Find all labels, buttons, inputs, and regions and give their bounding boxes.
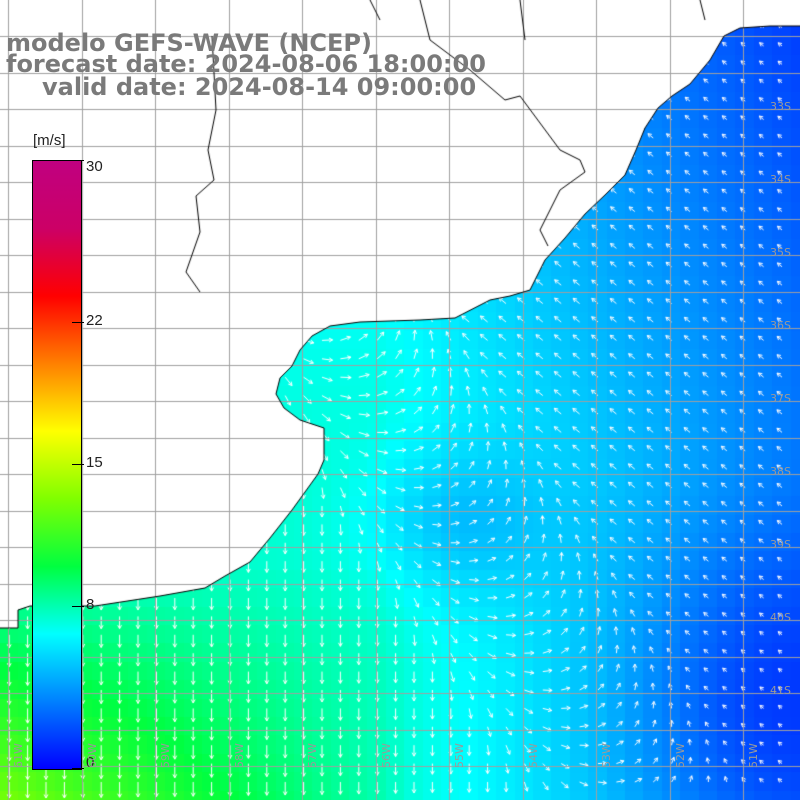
colorbar-tick-mark (72, 606, 84, 607)
latitude-label: 37S (770, 392, 791, 405)
title-forecast-date: forecast date: 2024-08-06 18:00:00 (6, 50, 486, 78)
colorbar-tick-mark (72, 160, 84, 161)
longitude-label: 57W (306, 743, 319, 768)
longitude-label: 60W (86, 743, 99, 768)
latitude-label: 38S (770, 465, 791, 478)
longitude-label: 53W (600, 743, 613, 768)
longitude-label: 59W (159, 743, 172, 768)
colorbar-tick-label: 22 (86, 312, 103, 329)
latitude-label: 34S (770, 173, 791, 186)
longitude-label: 56W (380, 743, 393, 768)
longitude-label: 55W (453, 743, 466, 768)
colorbar-tick-mark (72, 322, 84, 323)
colorbar (32, 160, 82, 770)
latitude-label: 33S (770, 100, 791, 113)
latitude-label: 41S (770, 684, 791, 697)
latitude-label: 35S (770, 246, 791, 259)
latitude-label: 36S (770, 319, 791, 332)
colorbar-tick-mark (72, 768, 84, 769)
colorbar-tick-label: 0 (86, 754, 95, 771)
title-model: modelo GEFS-WAVE (NCEP) (6, 29, 372, 57)
longitude-label: 52W (674, 743, 687, 768)
longitude-label: 54W (527, 743, 540, 768)
latitude-label: 40S (770, 611, 791, 624)
longitude-label: 58W (233, 743, 246, 768)
longitude-label: 61W (12, 743, 25, 768)
longitude-label: 51W (747, 743, 760, 768)
latitude-label: 39S (770, 538, 791, 551)
colorbar-tick-mark (72, 464, 84, 465)
colorbar-tick-label: 15 (86, 454, 103, 471)
colorbar-tick-label: 30 (86, 158, 103, 175)
colorbar-tick-label: 8 (86, 596, 95, 613)
colorbar-units: [m/s] (33, 132, 66, 149)
title-valid-date: valid date: 2024-08-14 09:00:00 (42, 73, 477, 101)
